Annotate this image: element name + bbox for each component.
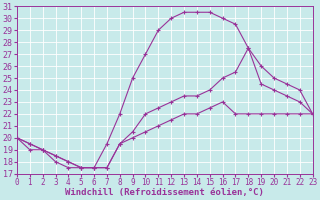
X-axis label: Windchill (Refroidissement éolien,°C): Windchill (Refroidissement éolien,°C) [65,188,264,197]
